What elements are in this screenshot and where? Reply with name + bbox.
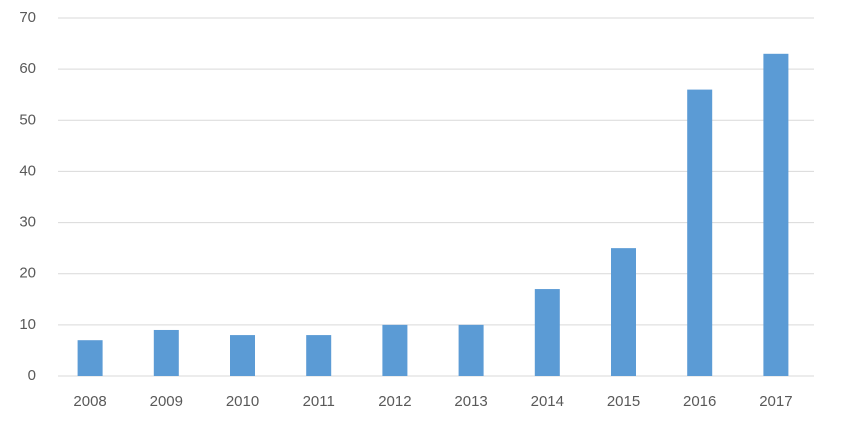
x-tick-label: 2016 bbox=[683, 393, 716, 410]
y-tick-label: 10 bbox=[19, 316, 36, 333]
x-tick-label: 2009 bbox=[150, 393, 183, 410]
y-tick-label: 20 bbox=[19, 265, 36, 282]
x-tick-label: 2012 bbox=[378, 393, 411, 410]
x-tick-label: 2017 bbox=[759, 393, 792, 410]
y-tick-label: 70 bbox=[19, 9, 36, 26]
y-tick-label: 50 bbox=[19, 111, 36, 128]
bar bbox=[534, 289, 560, 376]
bar bbox=[77, 340, 103, 376]
y-tick-label: 60 bbox=[19, 60, 36, 77]
x-tick-label: 2013 bbox=[454, 393, 487, 410]
bar bbox=[687, 89, 713, 376]
bar bbox=[382, 324, 408, 376]
y-tick-label: 30 bbox=[19, 214, 36, 231]
x-tick-label: 2010 bbox=[226, 393, 259, 410]
y-tick-label: 0 bbox=[28, 367, 36, 384]
bar bbox=[306, 335, 332, 376]
bar bbox=[153, 329, 179, 376]
x-tick-label: 2008 bbox=[73, 393, 106, 410]
x-tick-label: 2011 bbox=[303, 393, 335, 410]
bar bbox=[458, 324, 484, 376]
x-tick-label: 2014 bbox=[531, 393, 564, 410]
bar bbox=[763, 53, 789, 377]
x-tick-label: 2015 bbox=[607, 393, 640, 410]
bar bbox=[611, 248, 636, 376]
bar bbox=[230, 335, 255, 376]
y-tick-label: 40 bbox=[19, 162, 36, 179]
